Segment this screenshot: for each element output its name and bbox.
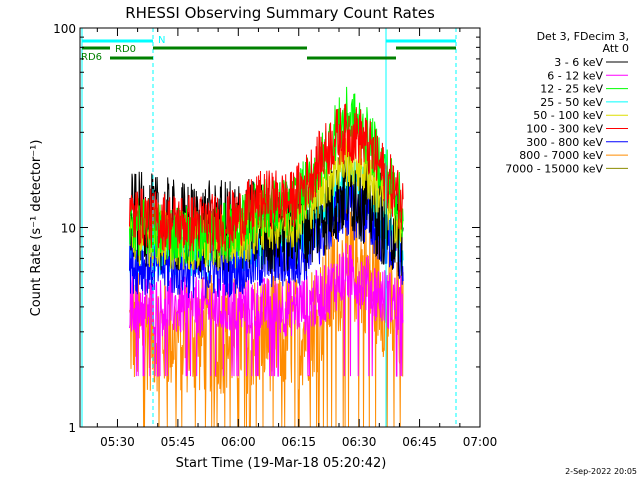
- night-label: N: [158, 35, 165, 46]
- x-axis-label: Start Time (19-Mar-18 05:20:42): [176, 456, 387, 471]
- x-tick-label: 07:00: [463, 435, 498, 449]
- axes-layer: 05:30 05:45 06:00 06:15 06:30 06:45 07:00 1 10 10…: [53, 22, 497, 449]
- x-tick-label: 06:15: [281, 435, 316, 449]
- series-layer: [129, 86, 404, 428]
- y-tick-label: 100: [53, 22, 76, 36]
- series-line-5: [129, 103, 404, 254]
- legend-label: 12 - 25 keV: [540, 83, 603, 96]
- timestamp: 2-Sep-2022 20:05: [565, 467, 637, 476]
- legend-label: 50 - 100 keV: [533, 109, 603, 122]
- legend-label: 25 - 50 keV: [540, 96, 603, 109]
- y-axis-label: Count Rate (s⁻¹ detector⁻¹): [29, 140, 44, 317]
- x-tick-label: 06:00: [221, 435, 256, 449]
- legend-label: 6 - 12 keV: [547, 69, 603, 82]
- legend-label: 7000 - 15000 keV: [505, 162, 603, 175]
- rd6-label: RD6: [81, 52, 102, 63]
- legend-header-line-2: Att 0: [603, 42, 629, 55]
- x-tick-label: 05:45: [161, 435, 196, 449]
- x-tick-label: 06:45: [402, 435, 437, 449]
- y-tick-label: 1: [68, 421, 76, 435]
- series-line-7: [129, 205, 404, 428]
- y-tick-label: 10: [61, 222, 76, 236]
- overlay-layer: N RD0 RD6: [81, 28, 457, 427]
- legend-label: 3 - 6 keV: [554, 56, 603, 69]
- rd0-label: RD0: [115, 44, 136, 55]
- legend-label: 300 - 800 keV: [526, 136, 603, 149]
- series-line-2: [129, 86, 404, 264]
- legend-label: 100 - 300 keV: [526, 123, 603, 136]
- chart-title: RHESSI Observing Summary Count Rates: [125, 4, 435, 22]
- legend-header-line-1: Det 3, FDecim 3,: [537, 30, 629, 43]
- x-tick-label: 05:30: [100, 435, 135, 449]
- legend-label: 800 - 7000 keV: [519, 149, 603, 162]
- series-line-1: [129, 243, 404, 377]
- x-tick-label: 06:30: [342, 435, 377, 449]
